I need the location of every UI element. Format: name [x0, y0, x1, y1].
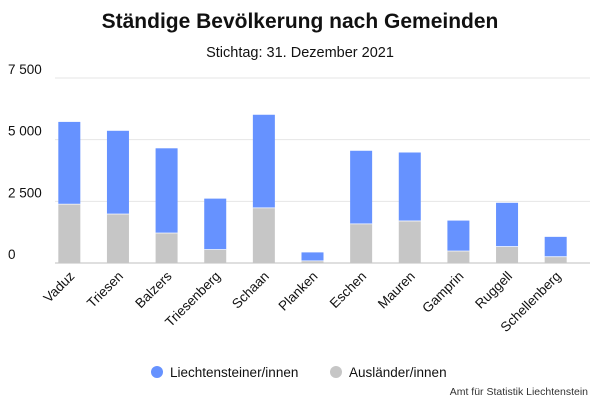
y-tick-label: 7 500 — [8, 62, 42, 77]
legend-label-liechtensteiner[interactable]: Liechtensteiner/innen — [170, 365, 298, 380]
bar-liechtensteiner[interactable] — [252, 114, 275, 208]
bar-auslaender[interactable] — [301, 260, 324, 263]
legend-marker-liechtensteiner[interactable] — [151, 366, 163, 378]
x-tick-label: Triesen — [84, 269, 126, 311]
y-tick-label: 5 000 — [8, 124, 42, 139]
x-tick-label: Schaan — [229, 269, 272, 312]
chart-title: Ständige Bevölkerung nach Gemeinden — [102, 10, 499, 33]
x-tick-label: Mauren — [375, 269, 418, 312]
bar-auslaender[interactable] — [58, 203, 81, 263]
bar-liechtensteiner[interactable] — [447, 220, 470, 251]
bar-auslaender[interactable] — [204, 249, 227, 263]
y-axis-ticks: 0 2 500 5 000 7 500 — [8, 62, 42, 262]
bar-auslaender[interactable] — [447, 250, 470, 263]
bar-auslaender[interactable] — [155, 232, 178, 263]
y-tick-label: 2 500 — [8, 185, 42, 200]
bar-liechtensteiner[interactable] — [398, 152, 421, 221]
bar-auslaender[interactable] — [496, 246, 519, 263]
x-tick-label: Ruggell — [472, 269, 515, 312]
bar-liechtensteiner[interactable] — [155, 148, 178, 233]
bar-liechtensteiner[interactable] — [544, 236, 567, 257]
legend-marker-auslaender[interactable] — [330, 366, 342, 378]
bar-auslaender[interactable] — [398, 220, 421, 263]
bar-liechtensteiner[interactable] — [350, 150, 373, 224]
x-tick-label: Gamprin — [419, 269, 466, 316]
bar-liechtensteiner[interactable] — [496, 202, 519, 247]
bars — [58, 114, 567, 264]
legend[interactable]: Liechtensteiner/innen Ausländer/innen — [151, 365, 447, 380]
x-tick-label: Planken — [276, 269, 321, 314]
bar-auslaender[interactable] — [350, 223, 373, 263]
x-tick-label: Balzers — [132, 268, 175, 311]
source-credit: Amt für Statistik Liechtenstein — [450, 386, 588, 398]
chart-subtitle: Stichtag: 31. Dezember 2021 — [206, 45, 394, 61]
bar-auslaender[interactable] — [106, 213, 129, 263]
bar-auslaender[interactable] — [252, 207, 275, 264]
bar-liechtensteiner[interactable] — [58, 121, 81, 204]
x-tick-label: Vaduz — [40, 268, 77, 305]
bar-liechtensteiner[interactable] — [301, 252, 324, 261]
bar-auslaender[interactable] — [544, 256, 567, 263]
legend-label-auslaender[interactable]: Ausländer/innen — [349, 365, 447, 380]
x-tick-label: Eschen — [327, 269, 369, 311]
bar-liechtensteiner[interactable] — [106, 130, 129, 214]
y-tick-label: 0 — [8, 247, 16, 262]
bar-liechtensteiner[interactable] — [204, 198, 227, 250]
